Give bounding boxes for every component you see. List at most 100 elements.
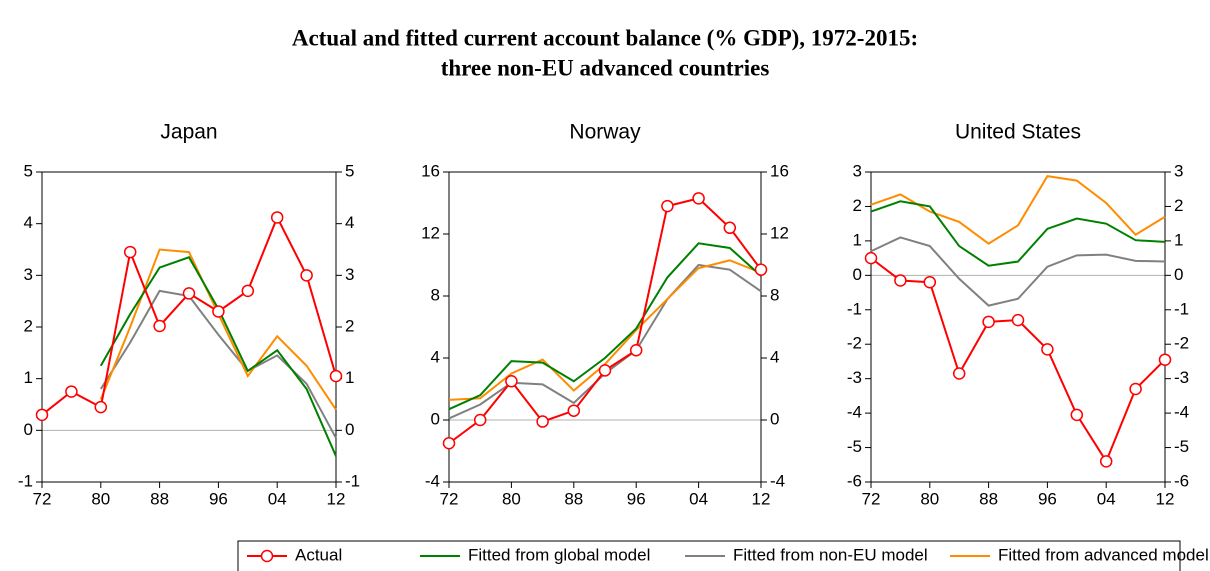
x-tick-label: 04 xyxy=(1097,489,1116,508)
y-tick-label: 4 xyxy=(431,347,440,366)
x-tick-label: 96 xyxy=(627,489,646,508)
plot-frame xyxy=(448,171,762,483)
x-tick-label: 04 xyxy=(268,489,287,508)
series-line xyxy=(99,256,337,457)
point-marker xyxy=(329,369,343,383)
y2-tick-label: 12 xyxy=(770,223,789,242)
y2-tick-label: -4 xyxy=(770,471,785,490)
y2-tick-label: 16 xyxy=(770,161,789,180)
y-tick-label: 0 xyxy=(24,420,33,439)
y-tick-label: 1 xyxy=(853,230,862,249)
point-marker xyxy=(952,367,966,380)
point-marker xyxy=(1099,455,1113,468)
point-marker xyxy=(1041,343,1054,356)
y-tick-label: -5 xyxy=(847,437,862,456)
y-tick-label: 2 xyxy=(853,196,862,215)
legend-box xyxy=(237,540,1181,571)
point-marker xyxy=(212,305,225,318)
x-tick-label: 72 xyxy=(33,489,52,508)
point-marker xyxy=(182,287,196,300)
point-marker xyxy=(1070,408,1084,422)
y2-tick-label: 2 xyxy=(345,316,354,335)
x-tick-label: 04 xyxy=(689,489,708,508)
x-tick-label: 96 xyxy=(1038,489,1057,508)
y2-tick-label: -1 xyxy=(345,471,360,490)
point-marker xyxy=(300,269,313,282)
y-tick-label: -4 xyxy=(425,471,440,490)
legend-label: Fitted from non-EU model xyxy=(733,545,928,564)
y2-tick-label: -6 xyxy=(1174,471,1189,490)
point-marker xyxy=(94,400,108,414)
y2-tick-label: -1 xyxy=(1174,299,1189,318)
point-marker xyxy=(754,263,768,276)
point-marker xyxy=(598,364,612,377)
point-marker xyxy=(923,275,937,289)
point-marker xyxy=(1011,313,1025,327)
x-tick-label: 88 xyxy=(150,489,169,508)
x-tick-label: 96 xyxy=(209,489,228,508)
y2-tick-label: 4 xyxy=(345,213,354,232)
series-line xyxy=(870,200,1166,267)
point-marker xyxy=(270,211,284,224)
point-marker xyxy=(123,245,137,259)
x-tick-label: 80 xyxy=(502,489,521,508)
y2-tick-label: -3 xyxy=(1174,368,1189,387)
point-marker xyxy=(567,404,581,417)
point-marker xyxy=(505,375,518,388)
y2-tick-label: 8 xyxy=(770,285,779,304)
point-marker xyxy=(1158,353,1172,366)
y-tick-label: -1 xyxy=(847,299,862,318)
x-tick-label: 72 xyxy=(440,489,459,508)
y2-tick-label: 0 xyxy=(770,409,779,428)
y2-tick-label: 5 xyxy=(345,161,354,180)
point-marker xyxy=(982,315,995,329)
series-line xyxy=(448,263,762,420)
x-tick-label: 88 xyxy=(979,489,998,508)
y2-tick-label: -5 xyxy=(1174,437,1189,456)
y-tick-label: -6 xyxy=(847,471,862,490)
y2-tick-label: -2 xyxy=(1174,334,1189,353)
y-tick-label: -3 xyxy=(847,368,862,387)
y-tick-label: 12 xyxy=(421,223,440,242)
y-tick-label: -4 xyxy=(847,403,862,422)
y2-tick-label: 4 xyxy=(770,347,779,366)
figure-title: Actual and fitted current account balanc… xyxy=(292,25,918,50)
point-marker xyxy=(894,274,907,287)
plot-frame xyxy=(41,171,337,483)
y-tick-label: 8 xyxy=(431,285,440,304)
point-marker xyxy=(153,319,166,333)
y-tick-label: 3 xyxy=(853,161,862,180)
series-line xyxy=(41,215,337,416)
panel-title: Norway xyxy=(569,121,641,144)
y2-tick-label: 1 xyxy=(1174,230,1183,249)
legend-label: Fitted from global model xyxy=(468,545,650,564)
y2-tick-label: 3 xyxy=(345,265,354,284)
x-tick-label: 80 xyxy=(920,489,939,508)
y-tick-label: 0 xyxy=(431,409,440,428)
series-line xyxy=(870,257,1166,464)
x-tick-label: 88 xyxy=(564,489,583,508)
x-tick-label: 12 xyxy=(1156,489,1175,508)
series-line xyxy=(870,236,1166,307)
y-tick-label: 16 xyxy=(421,161,440,180)
series-line xyxy=(870,175,1166,245)
y-tick-label: -2 xyxy=(847,334,862,353)
legend-marker xyxy=(260,549,274,563)
figure-title: three non-EU advanced countries xyxy=(441,55,770,80)
y2-tick-label: 3 xyxy=(1174,161,1183,180)
panel-title: United States xyxy=(955,121,1081,144)
y-tick-label: 4 xyxy=(24,213,33,232)
y2-tick-label: 0 xyxy=(1174,265,1183,284)
point-marker xyxy=(473,413,487,427)
point-marker xyxy=(723,221,737,235)
y-tick-label: 5 xyxy=(24,161,33,180)
series-line xyxy=(448,197,762,445)
y-tick-label: 2 xyxy=(24,316,33,335)
series-line xyxy=(448,242,762,411)
y2-tick-label: 1 xyxy=(345,368,354,387)
point-marker xyxy=(442,437,456,450)
x-tick-label: 12 xyxy=(327,489,346,508)
y2-tick-label: 0 xyxy=(345,420,354,439)
point-marker xyxy=(241,284,255,298)
